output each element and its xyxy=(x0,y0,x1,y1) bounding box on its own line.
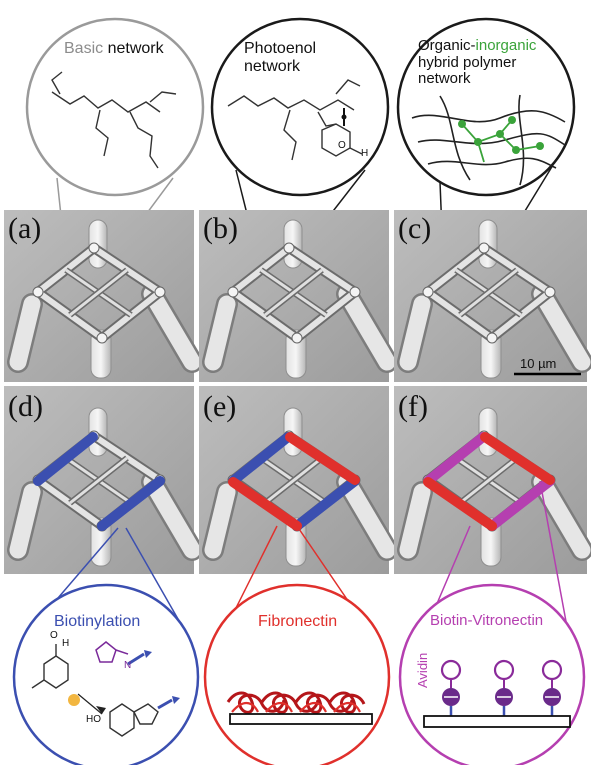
basic-word: Basic xyxy=(64,40,104,57)
hybrid-network-circle xyxy=(396,17,576,197)
scale-bar-label: 10 µm xyxy=(520,356,557,371)
panel-label-f: (f) xyxy=(398,390,428,423)
hybrid-network-title: Organic-inorganic hybrid polymer network xyxy=(418,37,537,88)
chem-o-label-1: O xyxy=(50,630,58,641)
panel-a xyxy=(4,210,194,382)
panel-label-e: (e) xyxy=(203,390,237,423)
inorganic-word: inorganic xyxy=(475,37,537,54)
panel-label-d: (d) xyxy=(8,390,43,423)
aldehyde-o-label: O xyxy=(338,140,346,151)
panel-d xyxy=(4,386,194,574)
panel-label-c: (c) xyxy=(398,212,432,245)
biotin-vitronectin-circle xyxy=(398,583,586,765)
fibronectin-circle xyxy=(203,583,391,765)
panel-b xyxy=(199,210,389,382)
chem-h-label: H xyxy=(62,638,70,649)
avidin-label: Avidin xyxy=(415,652,430,688)
avidin-complex-1 xyxy=(440,659,462,716)
panel-label-a: (a) xyxy=(8,212,42,245)
hybrid-line-3: network xyxy=(418,70,471,87)
biotinylation-title: Biotinylation xyxy=(54,613,141,630)
vitronectin-title: Biotin-Vitronectin xyxy=(430,612,544,629)
hybrid-line-2: hybrid polymer xyxy=(418,53,517,71)
photoenol-network-title: Photoenol network xyxy=(244,40,316,75)
aldehyde-h-label: H xyxy=(361,148,369,159)
avidin-complex-3 xyxy=(541,659,563,716)
fibronectin-title: Fibronectin xyxy=(258,613,338,630)
photoenol-line-2: network xyxy=(244,57,301,75)
network-word: network xyxy=(107,40,164,57)
basic-network-title: Basic network xyxy=(64,40,164,58)
biotinylation-circle xyxy=(12,583,200,765)
chem-n-label: N xyxy=(124,660,132,671)
photoenol-line-1: Photoenol xyxy=(244,40,317,57)
basic-network-circle xyxy=(25,17,205,197)
panel-label-b: (b) xyxy=(203,212,238,245)
panel-e xyxy=(199,386,389,574)
panel-f xyxy=(394,386,587,574)
organic-word: Organic- xyxy=(418,37,476,54)
panel-c xyxy=(394,210,587,382)
chem-ho-label: HO xyxy=(86,714,101,725)
photoenol-network-circle xyxy=(210,17,390,197)
avidin-complex-2 xyxy=(493,659,515,716)
